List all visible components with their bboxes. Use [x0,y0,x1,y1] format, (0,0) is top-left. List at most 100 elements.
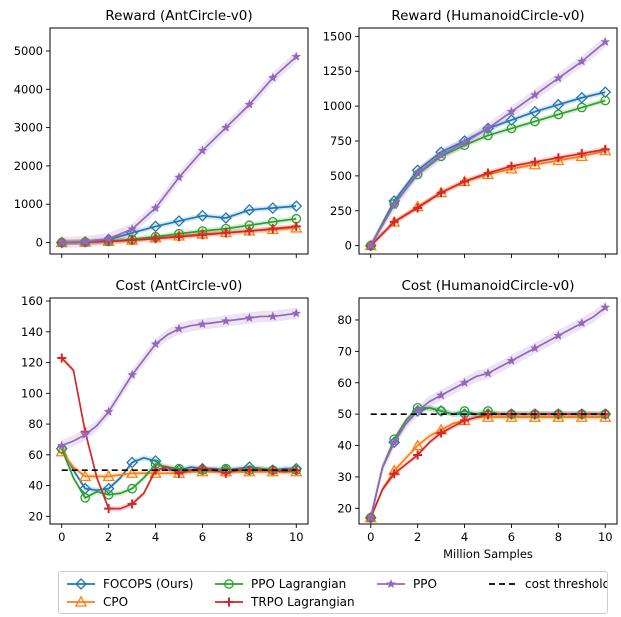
data-point-ppo [365,240,376,250]
legend-label: PPO Lagrangian [251,577,346,591]
data-point-ppo [150,202,161,213]
data-point-focops-ours [219,212,232,224]
data-point-ppo [506,355,517,365]
data-point-ppo [197,145,208,155]
data-point-focops-ours [196,209,209,222]
data-point-ppo [56,440,67,450]
y-tick-label: 20 [337,501,352,515]
plot-area [364,36,612,252]
data-point-ppo [103,233,114,243]
data-point-ppo-lagrangian [553,109,564,120]
legend-label: CPO [103,595,128,609]
data-point-ppo [80,236,90,246]
legend: FOCOPS (Ours) CPO PPO Lagrangian TRPO Lagra… [58,571,610,614]
data-point-ppo [483,368,493,378]
data-point-trpo-lagrangian [221,228,231,238]
x-tick-label: 8 [246,530,253,544]
data-point-ppo [577,318,587,328]
data-point-trpo-lagrangian [506,161,516,171]
data-point-trpo-lagrangian [127,235,137,245]
data-point-cpo [575,410,588,422]
data-point-trpo-lagrangian [197,230,207,240]
data-point-ppo [221,122,231,132]
data-point-cpo [552,154,565,166]
y-tick-label: 0 [36,236,43,250]
data-point-trpo-lagrangian [197,464,207,474]
data-point-ppo [412,405,423,416]
data-point-focops-ours [173,215,185,227]
data-point-cpo [149,466,162,478]
axes-frame [358,27,618,255]
data-point-ppo [244,99,255,109]
data-point-ppo-lagrangian [506,123,517,134]
data-point-cpo [411,439,424,451]
y-tick-label: 40 [337,439,352,453]
data-point-ppo-lagrangian [483,130,493,141]
plot-area [364,301,612,524]
panel-4: Cost (HumanoidCircle-v0) 20 30 40 50 60 70 80 0 2… [337,278,618,561]
y-tick-label: 70 [337,344,352,358]
panel-title: Cost (HumanoidCircle-v0) [401,278,574,294]
data-point-trpo-lagrangian [291,221,301,231]
data-point-ppo [459,377,470,387]
y-tick-label: 30 [337,470,352,484]
data-point-cpo [125,466,139,478]
data-point-trpo-lagrangian [460,176,470,186]
legend-items: FOCOPS (Ours) CPO PPO Lagrangian TRPO Lagra… [67,577,610,609]
axes-frame [358,297,618,525]
data-point-ppo [127,369,137,379]
x-tick-label: 4 [461,530,468,544]
y-tick-label: 3000 [14,121,43,135]
x-tick-label: 0 [58,530,65,544]
y-tick-label: 1250 [323,64,352,78]
data-point-trpo-lagrangian [483,168,493,178]
series-band-cpo [370,148,606,249]
y-tick-label: 500 [330,169,352,183]
data-point-ppo [436,390,446,400]
series-line-cpo [370,149,606,247]
data-point-trpo-lagrangian [577,149,587,159]
data-point-ppo [365,512,376,522]
data-point-focops-ours [505,114,518,126]
legend-item-focops-ours: FOCOPS (Ours) [67,577,193,591]
data-point-trpo-lagrangian [413,450,423,460]
x-tick-label: 10 [289,530,304,544]
legend-label: cost threshold [525,577,607,591]
legend-marker [74,595,88,607]
y-tick-label: 1500 [323,29,352,43]
series-line-trpo-lagrangian [370,148,606,247]
data-point-ppo [506,106,517,116]
legend-label: TRPO Lagrangian [250,595,355,609]
data-point-ppo-lagrangian [103,489,114,500]
x-tick-label: 4 [152,530,159,544]
data-point-cpo [55,445,68,457]
y-tick-label: 20 [28,509,43,523]
data-point-focops-ours [102,482,115,495]
data-point-ppo [174,172,184,182]
y-tick-label: 160 [21,294,43,308]
data-point-ppo [268,72,278,82]
data-point-trpo-lagrangian [600,144,610,154]
data-point-ppo [103,406,114,416]
data-point-trpo-lagrangian [389,217,399,227]
y-tick-label: 60 [28,448,43,462]
data-point-cpo [599,410,612,422]
x-tick-label: 2 [105,530,112,544]
y-tick-label: 2000 [14,159,43,173]
data-point-ppo [291,308,302,318]
y-tick-label: 5000 [14,44,43,58]
y-tick-label: 100 [21,386,43,400]
legend-marker [75,578,87,590]
data-point-trpo-lagrangian [127,499,137,509]
y-tick-label: 1000 [14,197,43,211]
data-point-ppo [577,56,587,66]
legend-marker [386,578,396,589]
series-line-cpo [369,416,606,519]
y-tick-label: 750 [330,134,352,148]
x-axis-label: Million Samples [443,547,533,561]
data-point-cpo [196,465,209,477]
data-point-ppo [553,330,564,340]
data-point-cpo [528,410,542,422]
series-line-ppo-lagrangian [60,448,297,499]
series-band-trpo-lagrangian [370,146,606,249]
